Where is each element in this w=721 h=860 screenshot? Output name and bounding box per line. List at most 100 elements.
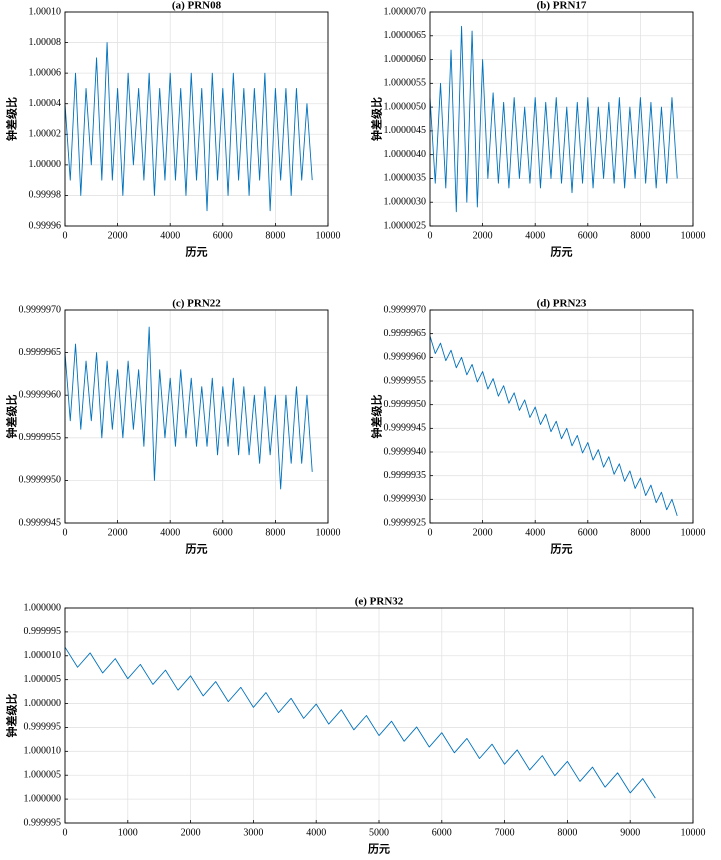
x-tick-label: 3000: [243, 827, 263, 838]
y-tick-label: 0.9999970: [384, 304, 427, 315]
x-tick-label: 2000: [473, 230, 493, 241]
y-tick-label: 1.00008: [29, 37, 62, 48]
x-tick-label: 8000: [630, 230, 650, 241]
y-tick-label: 0.999995: [24, 817, 62, 828]
plot-frame: [64, 607, 694, 824]
y-tick-label: 0.9999960: [384, 352, 427, 363]
x-tick-label: 8000: [265, 527, 285, 538]
y-tick-label: 1.000010: [24, 650, 62, 661]
chart-title: (e) PRN32: [355, 596, 404, 608]
plot-area: [430, 12, 693, 226]
y-tick-label: 1.0000070: [384, 6, 427, 17]
y-tick-label: 1.00004: [29, 98, 62, 109]
y-tick-label: 0.9999930: [384, 494, 427, 505]
y-axis-label: 钟差级比: [370, 395, 384, 439]
x-tick-label: 4000: [306, 827, 326, 838]
y-tick-label: 1.0000025: [384, 220, 427, 231]
y-tick-label: 1.00000: [29, 159, 62, 170]
x-tick-label: 8000: [557, 827, 577, 838]
x-axis-label: 历元: [186, 246, 208, 259]
y-tick-label: 0.9999955: [384, 375, 427, 386]
y-tick-label: 1.000005: [24, 770, 62, 781]
plot-frame: [429, 309, 694, 524]
x-tick-label: 0: [428, 527, 433, 538]
y-tick-label: 0.9999945: [19, 517, 62, 528]
x-tick-label: 9000: [620, 827, 640, 838]
y-axis-label: 钟差级比: [5, 395, 19, 439]
x-tick-label: 10000: [316, 527, 341, 538]
y-tick-label: 0.9999945: [384, 423, 427, 434]
y-tick-label: 1.000000: [24, 602, 62, 613]
y-tick-label: 1.0000035: [384, 173, 427, 184]
y-tick-label: 0.9999965: [19, 347, 62, 358]
y-tick-label: 0.9999955: [19, 432, 62, 443]
y-axis-label: 钟差级比: [5, 694, 19, 738]
y-tick-label: 1.000000: [24, 698, 62, 709]
x-tick-label: 6000: [432, 827, 452, 838]
chart-title: (b) PRN17: [537, 0, 587, 12]
y-tick-label: 1.0000030: [384, 197, 427, 208]
y-tick-label: 1.000005: [24, 674, 62, 685]
y-tick-label: 0.9999960: [19, 389, 62, 400]
x-axis-label: 历元: [551, 246, 573, 259]
data-line: [429, 25, 678, 213]
plot-area: [430, 310, 693, 523]
x-tick-label: 7000: [495, 827, 515, 838]
y-axis-label: 钟差级比: [5, 97, 19, 141]
y-tick-label: 1.0000060: [384, 54, 427, 65]
x-axis-label: 历元: [368, 843, 390, 856]
y-tick-label: 0.9999950: [384, 399, 427, 410]
plot-frame: [64, 309, 329, 524]
x-tick-label: 0: [63, 230, 68, 241]
y-tick-label: 0.9999950: [19, 475, 62, 486]
x-tick-label: 10000: [681, 827, 706, 838]
plot-area: [65, 310, 328, 523]
x-tick-label: 2000: [473, 527, 493, 538]
x-axis-label: 历元: [186, 543, 208, 556]
x-tick-label: 4000: [160, 527, 180, 538]
chart-title: (c) PRN22: [172, 298, 221, 310]
x-tick-label: 10000: [681, 230, 706, 241]
x-tick-label: 10000: [316, 230, 341, 241]
x-tick-label: 4000: [525, 527, 545, 538]
x-tick-label: 0: [63, 827, 68, 838]
y-tick-label: 0.999995: [24, 626, 62, 637]
x-tick-label: 10000: [681, 527, 706, 538]
y-tick-label: 1.00002: [29, 129, 62, 140]
x-tick-label: 6000: [213, 230, 233, 241]
x-tick-label: 4000: [160, 230, 180, 241]
y-tick-label: 0.9999925: [384, 517, 427, 528]
y-tick-label: 1.000000: [24, 793, 62, 804]
data-line: [64, 42, 313, 212]
y-tick-label: 0.9999965: [384, 328, 427, 339]
plot-frame: [64, 11, 329, 227]
y-tick-label: 1.0000065: [384, 30, 427, 41]
y-tick-label: 0.9999970: [19, 304, 62, 315]
y-tick-label: 0.999995: [24, 722, 62, 733]
x-tick-label: 0: [428, 230, 433, 241]
y-tick-label: 0.9999935: [384, 470, 427, 481]
y-tick-label: 1.0000040: [384, 149, 427, 160]
x-tick-label: 2000: [108, 527, 128, 538]
chart-title: (a) PRN08: [172, 0, 222, 12]
x-tick-label: 6000: [578, 230, 598, 241]
data-line: [429, 335, 678, 517]
y-tick-label: 0.99998: [29, 190, 62, 201]
x-tick-label: 2000: [108, 230, 128, 241]
y-tick-label: 1.000010: [24, 746, 62, 757]
data-line: [64, 326, 313, 490]
x-tick-label: 8000: [265, 230, 285, 241]
y-tick-label: 1.0000055: [384, 78, 427, 89]
y-tick-label: 1.0000050: [384, 101, 427, 112]
x-tick-label: 1000: [118, 827, 138, 838]
x-tick-label: 8000: [630, 527, 650, 538]
chart-title: (d) PRN23: [537, 298, 587, 310]
y-axis-label: 钟差级比: [370, 97, 384, 141]
y-tick-label: 1.00006: [29, 67, 62, 78]
data-line: [64, 646, 656, 799]
y-tick-label: 0.9999940: [384, 446, 427, 457]
y-tick-label: 1.00010: [29, 6, 62, 17]
y-tick-label: 0.99996: [29, 220, 62, 231]
x-tick-label: 6000: [578, 527, 598, 538]
